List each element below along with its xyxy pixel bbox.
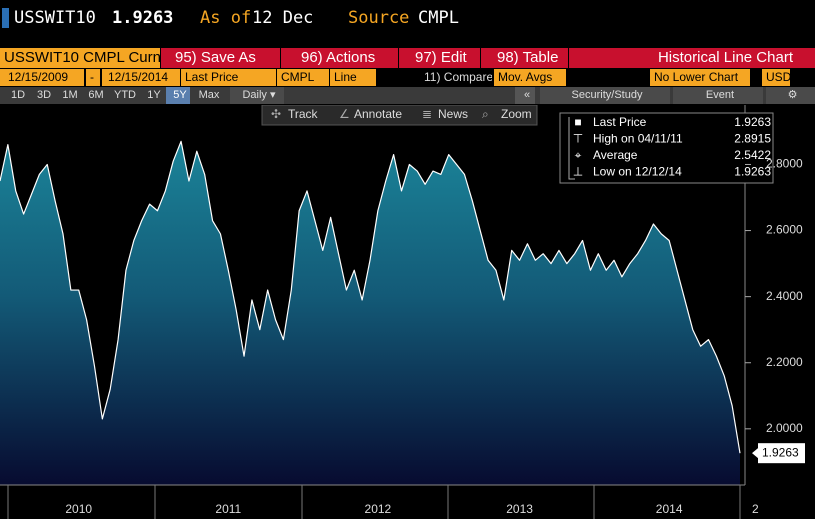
legend-icon: ■ [574,115,581,129]
tool-button[interactable]: Zoom [501,107,532,121]
end-date[interactable]: 12/15/2014 [102,69,180,86]
ticker-marker [2,8,9,28]
y-tick-label: 2.8000 [766,157,803,171]
period-button[interactable]: 6M [88,89,104,101]
currency[interactable]: USD [762,69,790,86]
chart: 2 Track Annotate News Zoom ✣ ∠ ≣ ⌕ ■ Last… [0,105,805,519]
as-of-date: 12 Dec [252,8,314,28]
year-separators [7,485,741,519]
legend-bracket [568,117,575,180]
legend: ■ Last Price 1.9263 ⊤ High on 04/11/11 2.8915… [568,115,771,180]
last-price-box [758,443,805,464]
x-tick-label: 2013 [506,502,533,516]
legend-value: 1.9263 [734,115,771,129]
ticker: USSWIT10 [14,8,96,28]
frequency[interactable]: Daily ▾ [230,87,284,104]
legend-icon: ⊥ [573,165,583,179]
tool-bar [261,105,538,126]
legend-icon: ⊤ [573,132,583,146]
legend-label: High on 04/11/11 [593,132,683,146]
source: CMPL [418,8,459,28]
field-bar: 12/15/2009 - 12/15/2014 Last Price CMPL … [0,69,815,86]
settings-button[interactable]: ⚙ [766,87,815,104]
period-button[interactable]: Max [198,89,220,101]
tool-button[interactable]: News [438,107,468,121]
legend-value: 2.8915 [734,132,771,146]
tool-icon: ∠ [339,107,350,121]
y-tick-label: 2.6000 [766,223,803,237]
menu-bar: USSWIT10 CMPL Curn 95) Save As 96) Actio… [0,48,815,68]
x-tick-label: 2010 [65,502,92,516]
period-button[interactable]: 3D [36,89,52,101]
legend-label: Average [593,148,638,162]
tool-button[interactable]: Track [288,107,319,121]
menu-button[interactable]: 98) Table [480,48,568,68]
tool-icon: ⌕ [482,107,489,121]
legend-value: 1.9263 [734,165,771,179]
period-button[interactable]: 5Y [166,87,190,104]
start-date[interactable]: 12/15/2009 [0,69,84,86]
legend-icon: ⌖ [575,148,582,162]
x-overflow-label: 2 [752,502,759,516]
as-of-label: As of [200,8,252,28]
overlay[interactable]: Mov. Avgs [494,69,566,86]
security[interactable]: USSWIT10 CMPL Curn [0,48,160,68]
field-select[interactable]: Last Price [181,69,276,86]
lower-chart[interactable]: No Lower Chart [650,69,750,86]
period-button[interactable]: 1M [62,89,78,101]
y-tick-label: 2.0000 [766,421,803,435]
price-line [0,140,741,454]
x-tick-label: 2014 [656,502,683,516]
y-tick-label: 2.4000 [766,289,803,303]
legend-value: 2.5422 [734,148,771,162]
menu-button[interactable]: 96) Actions [280,48,398,68]
legend-label: Last Price [593,115,647,129]
period-bar: « Security/Study Event ⚙ 1D 3D 1M 6M YTD 1Y 5Y… [0,87,815,104]
legend-label: Low on 12/12/14 [593,165,682,179]
x-tick-label: 2012 [365,502,392,516]
tool-icon: ≣ [422,107,432,121]
source-label: Source [348,8,410,28]
compare[interactable]: 11) Compare [424,70,492,84]
area-fill [0,141,740,485]
event-button[interactable]: Event [673,87,763,104]
period-button[interactable]: 1D [10,89,26,101]
y-tick-label: 2.2000 [766,355,803,369]
chart-name: Historical Line Chart [568,48,815,68]
study-button[interactable]: Security/Study [540,87,670,104]
period-button[interactable]: YTD [114,89,136,101]
tool-button[interactable]: Annotate [354,107,402,121]
legend-box [559,112,774,184]
source-select[interactable]: CMPL [277,69,329,86]
period-button[interactable]: 1Y [147,89,161,101]
last-price-label: 1.9263 [762,445,799,459]
plot [0,140,741,485]
last-price-pointer [752,448,758,459]
date-dash: - [86,69,100,86]
x-tick-label: 2011 [215,502,241,516]
menu-button[interactable]: 97) Edit [398,48,480,68]
tool-icon: ✣ [271,107,281,121]
collapse[interactable]: « [515,87,535,104]
style-select[interactable]: Line [330,69,376,86]
menu-button[interactable]: 95) Save As [160,48,280,68]
price: 1.9263 [112,8,174,28]
